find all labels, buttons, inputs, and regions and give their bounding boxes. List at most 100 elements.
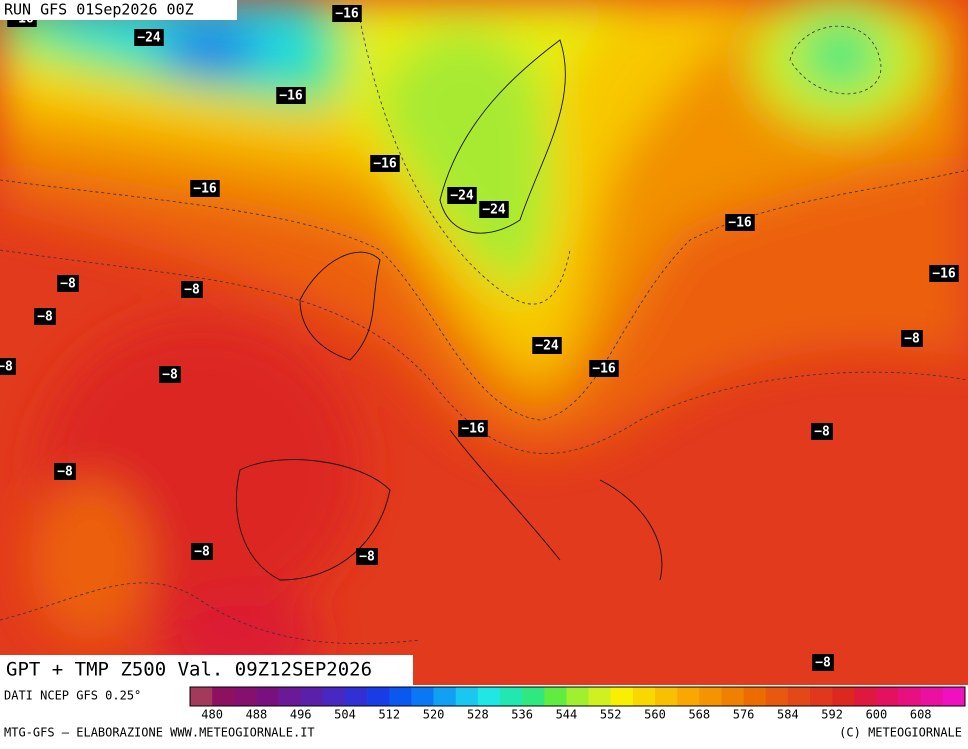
temp-label-box <box>532 337 562 354</box>
temp-label-box <box>57 275 79 292</box>
temp-label-text: −16 <box>932 267 956 282</box>
temp-label-box <box>901 330 923 347</box>
temp-label-text: −16 <box>335 7 359 22</box>
temp-label: −16 <box>276 87 306 104</box>
temp-label: −16 <box>190 180 220 197</box>
colorbar-cell <box>500 687 523 706</box>
colorbar-cell <box>898 687 922 706</box>
temp-label-box <box>0 358 16 375</box>
temp-label: −16 <box>458 420 488 437</box>
colorbar-cell <box>832 687 855 706</box>
colorbar-cell <box>810 687 833 706</box>
temp-label-box <box>276 87 306 104</box>
temp-label: −8 <box>191 543 213 560</box>
colorbar-cell <box>544 687 567 706</box>
colorbar-cell <box>212 687 235 706</box>
colorbar-cell <box>566 687 589 706</box>
colorbar-cell <box>677 687 700 706</box>
temp-label-text: −16 <box>728 216 752 231</box>
colorbar-frame <box>189 686 966 707</box>
colorbar-tick-label: 504 <box>334 708 356 722</box>
temp-label: −8 <box>181 281 203 298</box>
colorbar-cell <box>389 687 412 706</box>
temp-label-text: −8 <box>815 656 831 671</box>
colorbar-tick-label: 480 <box>201 708 223 722</box>
temperature-labels: −16 −16 −24 −16 −16 −16 −24 −24 −16 −16 −8 −8 −8 −8 −2… <box>0 5 959 671</box>
colorbar-cell <box>588 687 612 706</box>
temp-label-box <box>811 423 833 440</box>
colorbar-cell <box>367 687 390 706</box>
header-box <box>0 0 237 20</box>
temp-label-text: −24 <box>137 31 161 46</box>
colorbar-tick-label: 528 <box>467 708 489 722</box>
temp-label: −8 <box>356 548 378 565</box>
temp-label-box <box>458 420 488 437</box>
temp-label-text: −8 <box>162 368 178 383</box>
temp-label: −24 <box>532 337 562 354</box>
source-label: DATI NCEP GFS 0.25° <box>4 689 141 703</box>
colorbar-cell <box>699 687 722 706</box>
temp-label-box <box>34 308 56 325</box>
temp-label: −16 <box>929 265 959 282</box>
colorbar-cell <box>411 687 434 706</box>
temp-label: −24 <box>479 201 509 218</box>
colorbar-cell <box>322 687 346 706</box>
colorbar-tick-label: 488 <box>246 708 268 722</box>
colorbar-tick-label: 592 <box>821 708 843 722</box>
temp-label: −8 <box>0 358 16 375</box>
colorbar-cell <box>433 687 457 706</box>
colorbar-tick-label: 512 <box>378 708 400 722</box>
temp-label-text: −8 <box>37 310 53 325</box>
colorbar-cell <box>655 687 678 706</box>
colorbar-cell <box>300 687 324 706</box>
temp-label: −24 <box>134 29 164 46</box>
colorbar-tick-label: 576 <box>733 708 755 722</box>
temp-label: −8 <box>811 423 833 440</box>
colorbar-tick-label: 568 <box>688 708 710 722</box>
temp-label-text: −8 <box>60 277 76 292</box>
colorbar-tick-label: 520 <box>423 708 445 722</box>
colorbar-cell <box>190 687 213 706</box>
temp-label-text: −24 <box>535 339 559 354</box>
temp-label-box <box>725 214 755 231</box>
temp-label-box <box>134 29 164 46</box>
map-title: GPT + TMP Z500 Val. 09Z12SEP2026 <box>6 659 372 681</box>
temp-label: −8 <box>159 366 181 383</box>
colorbar-cell <box>787 687 811 706</box>
colorbar-cell <box>743 687 767 706</box>
colorbar-tick-label: 608 <box>910 708 932 722</box>
temp-label-text: −8 <box>184 283 200 298</box>
temp-label: −16 <box>370 155 400 172</box>
temp-label-text: −24 <box>450 189 474 204</box>
colorbar-cell <box>765 687 789 706</box>
colorbar-tick-label: 496 <box>290 708 312 722</box>
temp-label-text: −8 <box>359 550 375 565</box>
colorbar-cell <box>455 687 479 706</box>
temp-label-text: −16 <box>461 422 485 437</box>
colorbar-cell <box>942 687 966 706</box>
temp-label: −8 <box>901 330 923 347</box>
temp-label-box <box>370 155 400 172</box>
temp-label-box <box>54 463 76 480</box>
colorbar: 480 488 496 504 512 520 528 536 544 552 560 568 576 5… <box>189 686 966 722</box>
temp-label: −8 <box>812 654 834 671</box>
colorbar-cell <box>876 687 899 706</box>
temp-label-text: −8 <box>0 360 13 375</box>
colorbar-cell <box>610 687 634 706</box>
temp-label: −16 <box>725 214 755 231</box>
temp-label: −8 <box>57 275 79 292</box>
temp-label-text: −8 <box>57 465 73 480</box>
temp-label-box <box>181 281 203 298</box>
temp-label-text: −16 <box>592 362 616 377</box>
colorbar-cell <box>234 687 257 706</box>
temp-label-text: −8 <box>814 425 830 440</box>
title-box <box>0 655 413 685</box>
temp-label-text: −16 <box>373 157 397 172</box>
footer-right: (C) METEOGIORNALE <box>839 726 962 740</box>
temp-label-box <box>929 265 959 282</box>
colorbar-cell <box>278 687 302 706</box>
colorbar-cell <box>345 687 368 706</box>
temp-label-text: −24 <box>482 203 506 218</box>
temp-label: −16 <box>589 360 619 377</box>
